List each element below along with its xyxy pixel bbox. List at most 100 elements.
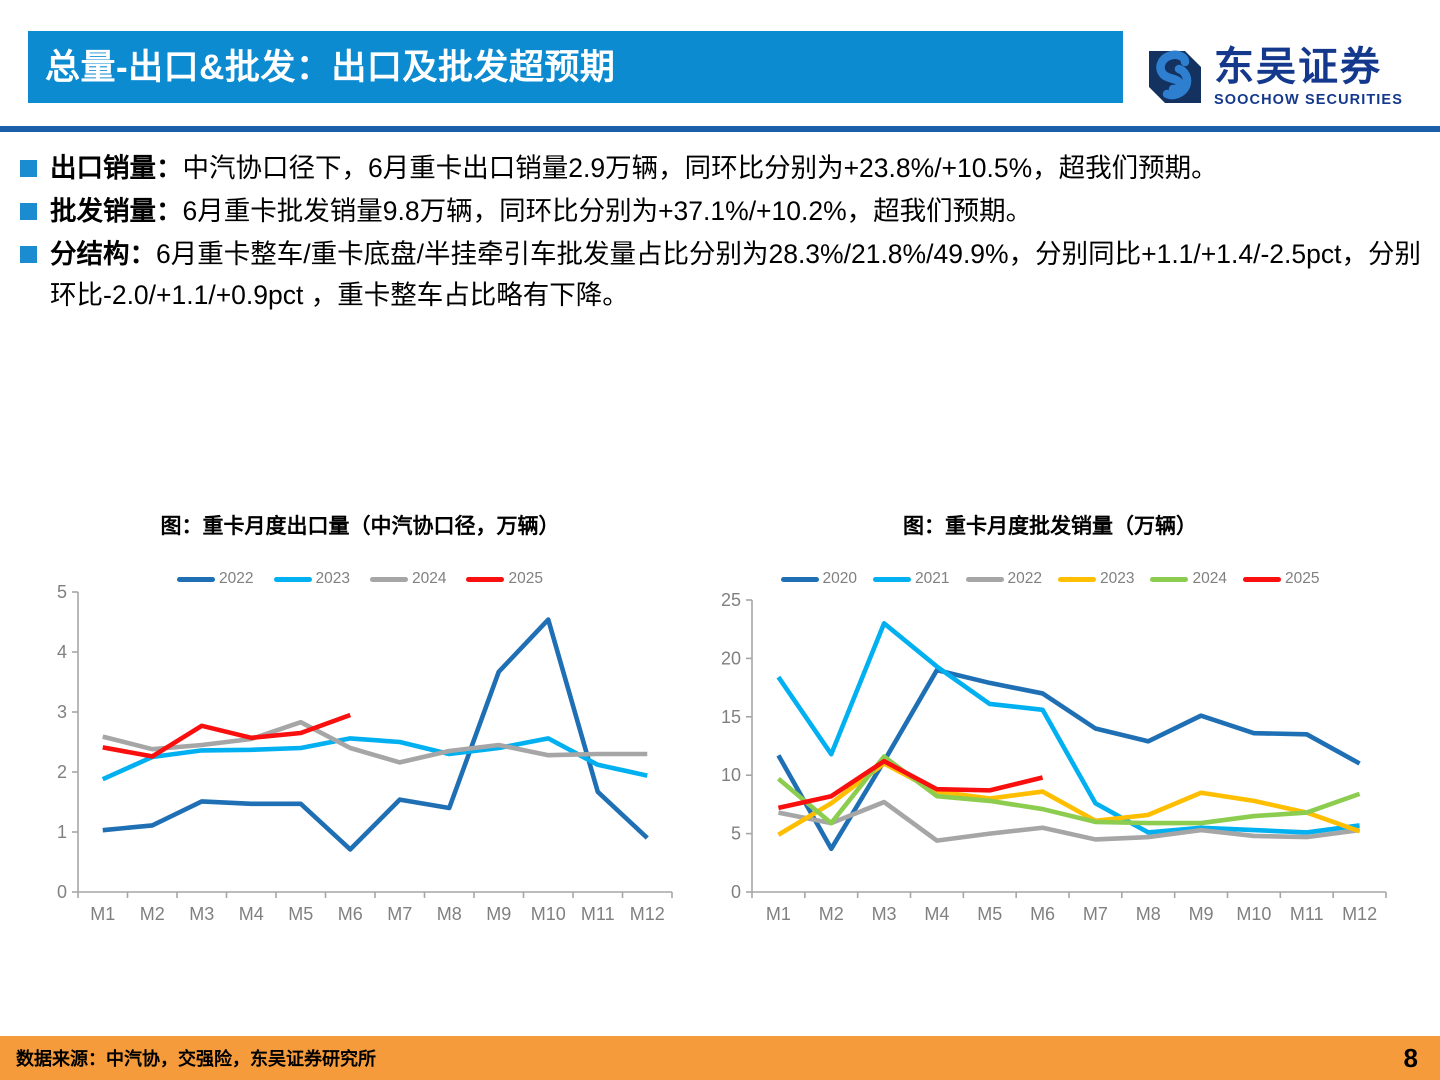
legend-item[interactable]: 2022 [965, 570, 1042, 588]
logo-text-en: SOOCHOW SECURITIES [1214, 91, 1403, 108]
bullet-square-icon [20, 160, 37, 177]
x-axis-tick-label: M4 [924, 904, 949, 924]
legend-swatch-icon [370, 576, 408, 582]
page-number: 8 [1403, 1042, 1418, 1073]
x-axis-tick-label: M5 [977, 904, 1002, 924]
x-axis-tick-label: M11 [581, 904, 615, 924]
list-item: 批发销量：6月重卡批发销量9.8万辆，同环比分别为+37.1%/+10.2%，超… [0, 191, 1440, 232]
series-line-2024 [102, 719, 648, 765]
chart-legend: 2020 2021 2022 2023 2024 2025 [700, 570, 1400, 588]
x-axis-tick-label: M5 [288, 904, 313, 924]
legend-item[interactable]: 2024 [370, 570, 446, 588]
chart-title: 图：重卡月度出口量（中汽协口径，万辆） [160, 515, 560, 538]
series-line-2020 [776, 667, 1361, 852]
x-axis-tick-label: M3 [189, 904, 214, 924]
legend-label: 2022 [1007, 570, 1042, 587]
legend-item[interactable]: 2025 [1242, 570, 1320, 588]
legend-label: 2023 [1100, 570, 1135, 587]
legend-item[interactable]: 2021 [873, 570, 950, 588]
x-axis-tick-label: M9 [486, 904, 511, 924]
legend-label: 2025 [1284, 570, 1320, 587]
series-line-2022 [777, 799, 1360, 843]
legend-swatch-icon [965, 576, 1004, 582]
logo-text-cn: 东吴证券 [1214, 44, 1382, 89]
y-axis-tick-label: 3 [57, 702, 67, 722]
x-axis-tick-label: M12 [1342, 904, 1377, 924]
bullet-label: 批发销量： [50, 196, 183, 226]
y-axis-tick-label: 5 [731, 824, 741, 844]
x-axis-tick-label: M2 [140, 904, 165, 924]
legend-label: 2024 [412, 570, 447, 587]
x-axis-tick-label: M6 [338, 904, 363, 924]
x-axis-tick-label: M11 [1290, 904, 1324, 924]
bullet-square-icon [20, 203, 37, 220]
legend-swatch-icon [873, 576, 912, 582]
legend-label: 2021 [915, 570, 950, 587]
legend-item[interactable]: 2024 [1150, 570, 1227, 588]
soochow-logo-icon [1145, 47, 1205, 107]
bullet-square-icon [20, 246, 37, 263]
legend-item[interactable]: 2022 [177, 570, 254, 588]
bullet-content: 中汽协口径下，6月重卡出口销量2.9万辆，同环比分别为+23.8%/+10.5%… [182, 153, 1218, 183]
legend-label: 2022 [219, 570, 254, 587]
slide-footer: 数据来源：中汽协，交强险，东吴证券研究所 8 [0, 1036, 1440, 1080]
page-title: 总量-出口&批发：出口及批发超预期 [45, 47, 616, 87]
legend-label: 2024 [1192, 570, 1227, 587]
x-axis-tick-label: M7 [1083, 904, 1108, 924]
legend-swatch-icon [1150, 576, 1189, 582]
bullet-body: 批发销量：6月重卡批发销量9.8万辆，同环比分别为+37.1%/+10.2%，超… [50, 191, 1422, 232]
x-axis-tick-label: M3 [872, 904, 897, 924]
chart-wholesale-volume: 图：重卡月度批发销量（万辆） 2020 2021 2022 2023 2024 2025 … [700, 510, 1400, 936]
legend-swatch-icon [466, 576, 505, 582]
y-axis-tick-label: 10 [721, 765, 741, 785]
bullet-content: 6月重卡批发销量9.8万辆，同环比分别为+37.1%/+10.2%，超我们预期。 [182, 196, 1033, 226]
y-axis-tick-label: 0 [731, 882, 741, 902]
x-axis-tick-label: M4 [239, 904, 264, 924]
list-item: 分结构：6月重卡整车/重卡底盘/半挂牵引车批发量占比分别为28.3%/21.8%… [0, 234, 1440, 316]
x-axis-tick-label: M10 [531, 904, 566, 924]
legend-swatch-icon [1242, 576, 1281, 582]
x-axis-tick-label: M1 [90, 904, 115, 924]
x-axis-tick-label: M1 [766, 904, 791, 924]
y-axis-tick-label: 2 [57, 762, 67, 782]
y-axis-tick-label: 1 [57, 822, 67, 842]
legend-item[interactable]: 2023 [273, 570, 350, 588]
y-axis-tick-label: 4 [57, 642, 67, 662]
bullet-content: 6月重卡整车/重卡底盘/半挂牵引车批发量占比分别为28.3%/21.8%/49.… [50, 239, 1421, 310]
legend-item[interactable]: 2020 [780, 570, 858, 588]
bullet-list: 出口销量：中汽协口径下，6月重卡出口销量2.9万辆，同环比分别为+23.8%/+… [0, 148, 1440, 318]
legend-swatch-icon [177, 576, 216, 582]
series-line-2025 [777, 758, 1044, 811]
series-line-2023 [101, 736, 648, 782]
chart-legend: 2022 2023 2024 2025 [30, 570, 690, 588]
company-logo: 东吴证券 SOOCHOW SECURITIES [1145, 38, 1425, 116]
legend-item[interactable]: 2023 [1058, 570, 1134, 588]
bullet-label: 出口销量： [50, 153, 183, 183]
chart-plot-area: 0 5 10 15 20 25 M1 M2 M3 M4 M5 M6 M7 M8 M9 M10 M11 M12 [700, 576, 1400, 936]
legend-label: 2023 [315, 570, 350, 587]
x-axis-tick-label: M10 [1236, 904, 1271, 924]
legend-item[interactable]: 2025 [466, 570, 543, 588]
bullet-label: 分结构： [50, 239, 156, 269]
legend-swatch-icon [273, 576, 312, 582]
slide-header: 总量-出口&批发：出口及批发超预期 东吴证券 SOOCHOW SECURITIE… [0, 0, 1440, 132]
bullet-body: 分结构：6月重卡整车/重卡底盘/半挂牵引车批发量占比分别为28.3%/21.8%… [50, 234, 1422, 316]
chart-export-volume: 图：重卡月度出口量（中汽协口径，万辆） 2022 2023 2024 2025 0 1 2… [30, 510, 690, 936]
chart-title: 图：重卡月度批发销量（万辆） [903, 515, 1197, 538]
bullet-body: 出口销量：中汽协口径下，6月重卡出口销量2.9万辆，同环比分别为+23.8%/+… [50, 148, 1422, 189]
x-axis-tick-label: M6 [1030, 904, 1055, 924]
y-axis-tick-label: 5 [57, 582, 67, 602]
y-axis-tick-label: 20 [721, 648, 741, 668]
legend-label: 2025 [508, 570, 543, 587]
legend-swatch-icon [1058, 576, 1096, 582]
x-axis-tick-label: M9 [1189, 904, 1214, 924]
list-item: 出口销量：中汽协口径下，6月重卡出口销量2.9万辆，同环比分别为+23.8%/+… [0, 148, 1440, 189]
data-source-label: 数据来源：中汽协，交强险，东吴证券研究所 [16, 1049, 376, 1069]
x-axis-tick-label: M7 [387, 904, 412, 924]
y-axis-tick-label: 15 [721, 707, 741, 727]
series-line-2025 [102, 712, 352, 759]
header-divider [0, 126, 1440, 132]
legend-label: 2020 [822, 570, 858, 587]
x-axis-tick-label: M12 [630, 904, 665, 924]
x-axis-tick-label: M2 [819, 904, 844, 924]
